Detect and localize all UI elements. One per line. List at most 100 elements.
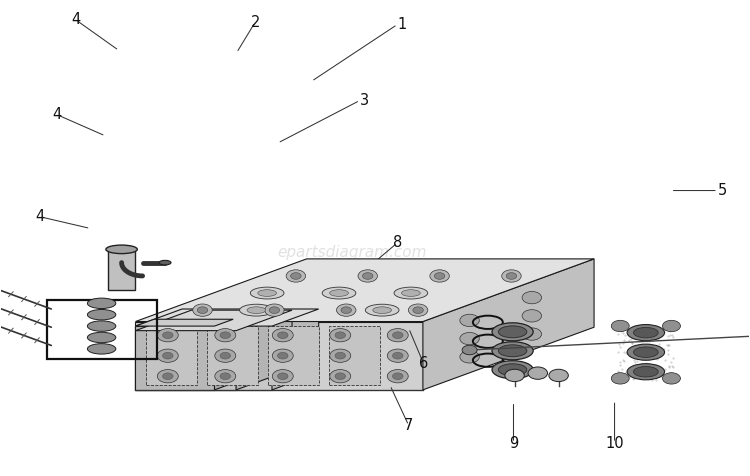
Text: 8: 8 [393,235,402,250]
Text: epartsdiagram.com: epartsdiagram.com [278,245,428,260]
Circle shape [522,291,542,304]
Ellipse shape [498,326,526,338]
Circle shape [220,352,230,359]
Polygon shape [236,310,292,390]
Circle shape [387,369,408,383]
Circle shape [335,373,346,379]
Ellipse shape [394,287,427,299]
Circle shape [220,373,230,379]
Text: 3: 3 [360,93,369,108]
Circle shape [522,310,542,322]
Polygon shape [136,319,233,326]
Circle shape [505,369,524,382]
Circle shape [214,349,236,362]
Ellipse shape [251,287,284,299]
Ellipse shape [159,260,171,265]
Ellipse shape [627,364,664,380]
Ellipse shape [239,304,273,316]
Text: 5: 5 [718,183,727,198]
Circle shape [413,307,423,314]
Ellipse shape [88,298,116,308]
Polygon shape [136,309,319,326]
Ellipse shape [88,321,116,331]
Circle shape [214,369,236,383]
Ellipse shape [498,364,526,376]
Circle shape [335,332,346,338]
Polygon shape [136,331,236,390]
Circle shape [337,304,356,317]
Ellipse shape [401,290,420,297]
Circle shape [163,352,173,359]
Polygon shape [329,326,380,385]
Polygon shape [146,326,196,385]
Circle shape [460,314,479,327]
Circle shape [272,369,293,383]
Circle shape [460,351,479,363]
Ellipse shape [492,323,533,341]
Circle shape [278,332,288,338]
Ellipse shape [258,290,277,297]
Circle shape [528,367,548,379]
Circle shape [193,304,212,317]
Ellipse shape [88,332,116,343]
Ellipse shape [492,361,533,379]
Circle shape [358,270,377,282]
Circle shape [392,373,403,379]
Text: 9: 9 [509,436,518,450]
Ellipse shape [627,344,664,360]
Circle shape [265,304,284,317]
Circle shape [272,349,293,362]
Circle shape [220,332,230,338]
Ellipse shape [634,367,658,377]
Polygon shape [136,326,214,390]
Circle shape [506,273,517,279]
Circle shape [392,332,403,338]
Text: 10: 10 [605,436,624,450]
Text: 4: 4 [71,12,80,27]
Ellipse shape [627,325,664,341]
Circle shape [392,352,403,359]
Circle shape [269,307,280,314]
Circle shape [662,320,680,332]
Ellipse shape [247,307,266,314]
Ellipse shape [88,309,116,320]
Circle shape [278,373,288,379]
Polygon shape [272,309,319,390]
Text: 2: 2 [251,15,260,30]
Circle shape [434,273,445,279]
Polygon shape [108,249,135,290]
Circle shape [611,320,629,332]
Text: 1: 1 [398,17,406,32]
Polygon shape [136,326,272,390]
Ellipse shape [634,327,658,338]
Circle shape [387,349,408,362]
Circle shape [522,328,542,340]
Ellipse shape [330,290,348,297]
Ellipse shape [88,344,116,354]
Circle shape [549,369,568,382]
Ellipse shape [365,304,399,316]
Circle shape [341,307,352,314]
Circle shape [330,369,351,383]
Text: 6: 6 [419,356,428,371]
Circle shape [335,352,346,359]
Circle shape [286,270,305,282]
Ellipse shape [322,287,356,299]
Circle shape [408,304,428,317]
Ellipse shape [492,342,533,360]
Circle shape [330,328,351,342]
Circle shape [158,349,178,362]
Polygon shape [423,259,594,390]
Circle shape [158,369,178,383]
Circle shape [662,373,680,384]
Circle shape [272,328,293,342]
Circle shape [290,273,301,279]
Circle shape [158,328,178,342]
Circle shape [214,328,236,342]
Text: 7: 7 [404,418,413,433]
Circle shape [163,332,173,338]
Text: 4: 4 [35,209,44,224]
Ellipse shape [634,347,658,357]
Polygon shape [136,321,423,390]
Circle shape [460,332,479,345]
